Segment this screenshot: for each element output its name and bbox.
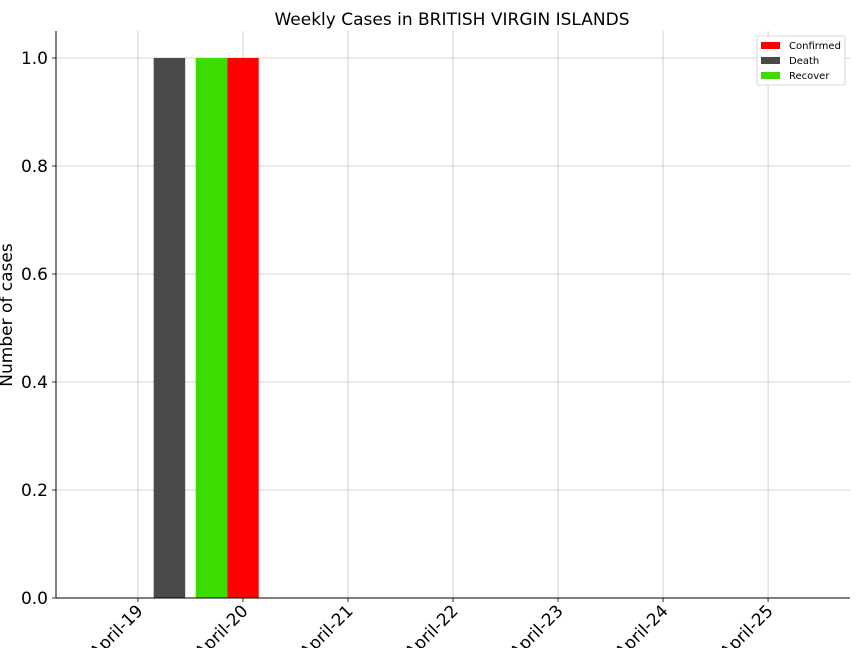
y-tick-label: 0.4: [21, 373, 48, 393]
bars: [153, 58, 259, 598]
y-tick-label: 0.8: [21, 157, 48, 177]
x-tick-label: April-25: [716, 601, 777, 648]
y-tick-label: 0.6: [21, 265, 48, 285]
x-tick-label: April-24: [611, 601, 672, 648]
legend-label-death: Death: [789, 56, 819, 67]
legend-swatch-confirmed: [761, 42, 780, 49]
x-tick-label: April-21: [296, 601, 357, 648]
x-tick-label: April-22: [401, 601, 462, 648]
y-axis-label: Number of cases: [0, 243, 17, 387]
y-tick-label: 0.2: [21, 481, 48, 501]
axes: [52, 31, 850, 602]
tick-labels: April-19 April-20 April-21 April-22 April-23…: [21, 49, 778, 652]
chart-title: Weekly Cases in BRITISH VIRGIN ISLANDS: [274, 10, 629, 30]
bar-recover: [195, 58, 228, 598]
bar-death: [153, 58, 186, 598]
bar-confirmed: [227, 58, 259, 598]
y-tick-label: 0.0: [21, 589, 48, 609]
legend-swatch-death: [761, 57, 780, 64]
legend-label-confirmed: Confirmed: [789, 41, 841, 52]
legend: Confirmed Death Recover: [756, 35, 846, 86]
legend-swatch-recover: [761, 72, 780, 79]
y-tick-label: 1.0: [21, 49, 48, 69]
x-tick-label: April-23: [506, 601, 567, 648]
x-tick-label: April-19: [86, 601, 147, 648]
x-tick-label: April-20: [191, 601, 252, 648]
grid: [56, 31, 850, 599]
legend-label-recover: Recover: [789, 71, 830, 82]
